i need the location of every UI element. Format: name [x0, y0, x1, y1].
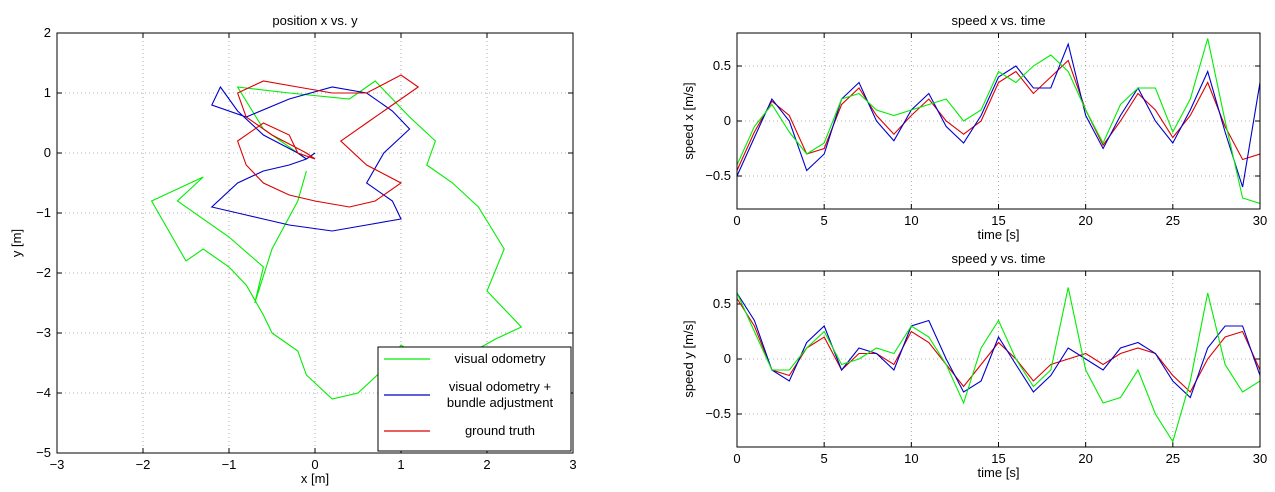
chart-title: speed x vs. time [952, 13, 1046, 28]
series-line-visual-odometry-ba [737, 42, 1260, 188]
legend: visual odometry visual odometry +bundle a… [377, 346, 572, 452]
x-tick-label: 20 [1078, 451, 1092, 466]
x-tick-label: −2 [136, 457, 151, 472]
x-tick-label: 20 [1078, 213, 1092, 228]
y-tick-label: 0 [724, 113, 731, 128]
x-tick-label: 5 [821, 213, 828, 228]
x-tick-label: 0 [733, 451, 740, 466]
x-tick-label: 5 [821, 451, 828, 466]
series-line-ground-truth [737, 59, 1260, 171]
x-tick-label: 2 [483, 457, 490, 472]
y-tick-label: −5 [36, 445, 51, 460]
x-axis-label: time [s] [978, 465, 1020, 480]
x-tick-label: 0 [733, 213, 740, 228]
y-tick-label: −1 [36, 205, 51, 220]
y-tick-label: 0.5 [713, 58, 731, 73]
series-line-visual-odometry [150, 80, 523, 400]
x-tick-label: 3 [569, 457, 576, 472]
y-tick-label: −2 [36, 265, 51, 280]
axes-frame [736, 32, 1261, 210]
y-axis-label: speed x [m/s] [681, 82, 696, 159]
x-tick-label: −3 [50, 457, 65, 472]
x-tick-label: 30 [1253, 213, 1267, 228]
y-tick-label: −4 [36, 385, 51, 400]
series-line-visual-odometry [737, 38, 1260, 205]
x-axis-label: x [m] [301, 471, 329, 486]
series-line-visual-odometry [737, 287, 1260, 443]
y-tick-label: −0.5 [705, 168, 731, 183]
axes-frame [56, 32, 574, 454]
position-xy-plot: −3 −2 −1 0 1 2 3 −5 −4 −3 −2 −1 0 1 2 position x vs. y x… [9, 13, 577, 486]
chart-title: position x vs. y [272, 13, 358, 28]
y-tick-label: 0 [724, 351, 731, 366]
y-axis-label: y [m] [9, 229, 24, 257]
legend-label: ground truth [465, 423, 535, 438]
legend-box [377, 346, 572, 452]
speed-y-plot: 0 5 10 15 20 25 30 −0.5 0 0.5 speed y vs. time time… [681, 251, 1267, 480]
x-tick-label: 0 [311, 457, 318, 472]
x-tick-label: 10 [904, 451, 918, 466]
y-tick-label: −3 [36, 325, 51, 340]
x-tick-label: 25 [1166, 451, 1180, 466]
x-tick-label: 1 [397, 457, 404, 472]
legend-label: visual odometry [454, 351, 546, 366]
x-tick-label: 30 [1253, 451, 1267, 466]
series-line-ground-truth [737, 298, 1260, 393]
series-line-visual-odometry-ba [210, 85, 411, 232]
x-tick-label: −1 [222, 457, 237, 472]
x-tick-label: 15 [991, 213, 1005, 228]
y-tick-label: 0 [44, 145, 51, 160]
y-tick-label: 2 [44, 25, 51, 40]
y-tick-label: 1 [44, 85, 51, 100]
x-axis-label: time [s] [978, 227, 1020, 242]
x-tick-label: 10 [904, 213, 918, 228]
y-axis-label: speed y [m/s] [681, 320, 696, 397]
legend-label: bundle adjustment [447, 395, 554, 410]
axes-frame [736, 270, 1261, 448]
chart-title: speed y vs. time [952, 251, 1046, 266]
x-tick-label: 25 [1166, 213, 1180, 228]
series-line-visual-odometry-ba [737, 292, 1260, 399]
speed-x-plot: 0 5 10 15 20 25 30 −0.5 0 0.5 speed x vs. time time… [681, 13, 1267, 242]
y-tick-label: 0.5 [713, 296, 731, 311]
series-line-ground-truth [236, 74, 420, 208]
legend-label: visual odometry + [449, 379, 551, 394]
y-tick-label: −0.5 [705, 406, 731, 421]
x-tick-label: 15 [991, 451, 1005, 466]
